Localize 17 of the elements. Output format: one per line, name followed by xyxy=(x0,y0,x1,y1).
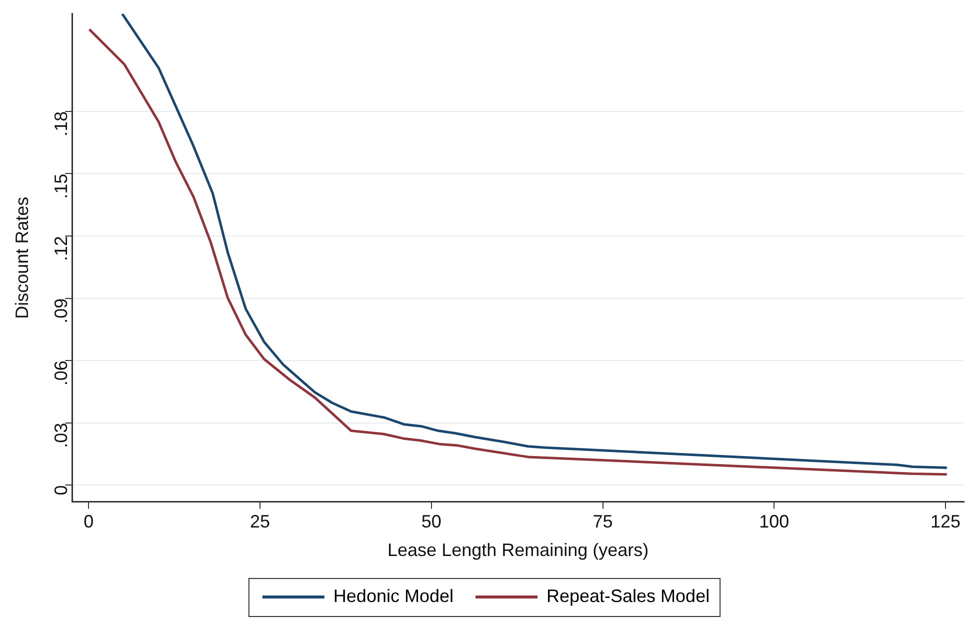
y-tick-label: .18 xyxy=(51,111,72,136)
legend-label: Hedonic Model xyxy=(333,586,454,606)
x-tick-label: 75 xyxy=(592,512,613,532)
x-tick-label: 25 xyxy=(250,512,270,532)
y-tick-label: .09 xyxy=(51,298,72,324)
x-tick-label: 100 xyxy=(759,512,790,532)
x-tick-label: 50 xyxy=(421,512,442,532)
x-tick-label: 0 xyxy=(84,512,94,532)
y-tick-label: 0 xyxy=(51,485,72,496)
legend-label: Repeat-Sales Model xyxy=(546,586,710,606)
x-tick-label: 125 xyxy=(930,512,961,532)
y-tick-label: .12 xyxy=(51,236,72,262)
y-tick-label: .15 xyxy=(51,174,72,199)
x-axis-title: Lease Length Remaining (years) xyxy=(388,540,649,560)
y-tick-label: .06 xyxy=(51,360,72,386)
y-axis-title: Discount Rates xyxy=(12,196,32,319)
y-tick-label: .03 xyxy=(51,422,72,448)
